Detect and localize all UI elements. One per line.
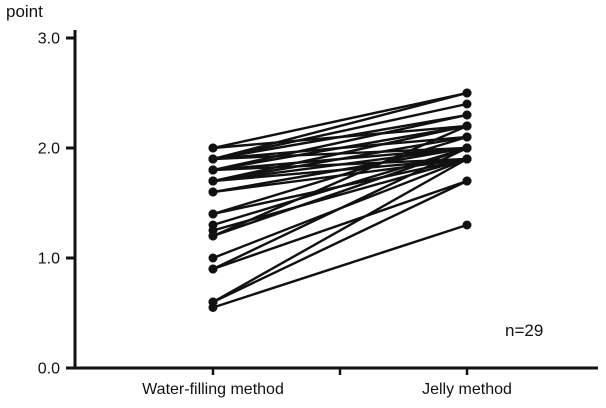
pair-line — [212, 91, 468, 150]
data-point-right — [462, 121, 472, 131]
data-point-right — [462, 143, 472, 153]
pair-line — [212, 179, 468, 304]
data-point-left — [208, 264, 218, 274]
data-point-left — [208, 143, 218, 153]
data-point-left — [208, 253, 218, 263]
y-tick-label: 3.0 — [38, 31, 60, 48]
y-tick-label: 0.0 — [38, 361, 60, 378]
pair-line — [212, 146, 468, 183]
pair-line — [212, 146, 468, 194]
y-tick-label: 2.0 — [38, 141, 60, 158]
data-point-left — [208, 165, 218, 175]
pair-line — [212, 223, 468, 309]
pair-line — [212, 135, 468, 216]
pair-line — [212, 124, 468, 183]
pair-line — [212, 146, 468, 271]
pair-line — [212, 157, 468, 304]
data-point-left — [208, 303, 218, 312]
data-point-right — [462, 220, 472, 230]
pair-line — [212, 124, 468, 172]
data-point-right — [462, 110, 472, 120]
pair-line — [212, 113, 468, 161]
data-point-right — [462, 132, 472, 142]
data-point-right — [462, 99, 472, 109]
pair-line — [212, 146, 468, 238]
pair-line — [212, 124, 468, 238]
data-point-right — [462, 154, 472, 164]
sample-size-annotation: n=29 — [505, 321, 543, 340]
data-point-left — [208, 154, 218, 164]
data-point-left — [208, 209, 218, 219]
data-point-right — [462, 176, 472, 186]
y-tick-label: 1.0 — [38, 251, 60, 268]
data-point-left — [208, 231, 218, 241]
y-axis-unit-label: point — [6, 2, 43, 21]
x-category-label: Water-filling method — [142, 381, 284, 398]
pair-line — [212, 179, 468, 271]
pair-line — [212, 102, 468, 161]
x-category-label: Jelly method — [422, 381, 512, 398]
pair-line — [212, 146, 468, 227]
pair-line — [212, 91, 468, 161]
data-point-left — [208, 187, 218, 197]
pair-line — [212, 113, 468, 172]
data-point-left — [208, 176, 218, 186]
data-point-right — [462, 88, 472, 98]
